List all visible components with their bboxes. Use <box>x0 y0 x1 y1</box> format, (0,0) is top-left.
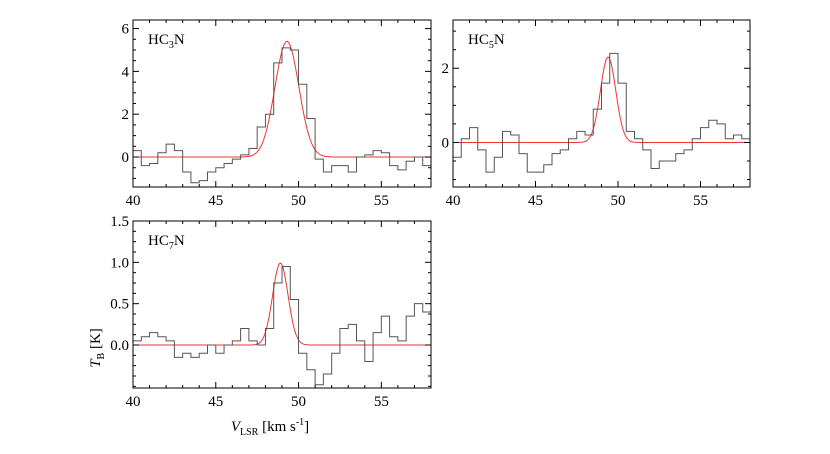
x-tick-label-hc5n: 45 <box>528 193 543 209</box>
x-tick-label-hc3n: 45 <box>208 193 223 209</box>
y-axis-title: TB [K] <box>88 328 107 368</box>
panel-label-sub: 5 <box>489 40 494 51</box>
panel-label-sub: 7 <box>169 241 174 252</box>
y-axis-title-unit: [K] <box>88 328 104 353</box>
x-tick-label-hc3n: 50 <box>291 193 306 209</box>
y-tick-label-hc5n: 0 <box>442 135 450 151</box>
x-tick-label-hc7n: 55 <box>374 394 389 410</box>
panel-hc3n: 40 45 50 55 0 2 4 6 HC3N <box>122 19 432 209</box>
panel-hc5n: 40 45 50 55 0 2 HC5N <box>442 19 751 209</box>
panel-label-pre: HC <box>148 32 169 48</box>
x-axis-title-sub: LSR <box>240 427 259 438</box>
y-tick-label-hc3n: 6 <box>122 22 130 38</box>
panel-label-sub: 3 <box>169 40 174 51</box>
x-axis-title-sup: -1 <box>296 417 304 428</box>
panel-label-hc5n: HC5N <box>468 32 505 51</box>
panel-label-post: N <box>494 32 505 48</box>
gaussian-fit-hc7n <box>133 262 431 346</box>
y-tick-label-hc3n: 0 <box>122 150 130 166</box>
y-tick-label-hc3n: 4 <box>122 64 130 80</box>
x-tick-label-hc7n: 40 <box>126 394 141 410</box>
observed-spectrum-hc3n <box>133 47 431 184</box>
x-axis-title: VLSR [km s-1] <box>231 417 309 438</box>
observed-spectrum-hc5n <box>453 52 750 173</box>
panel-label-hc7n: HC7N <box>148 233 185 252</box>
y-tick-label-hc5n: 2 <box>442 61 450 77</box>
panel-hc7n: 40 45 50 55 0.0 0.5 1.0 1.5 HC7N <box>110 214 432 410</box>
y-tick-label-hc7n: 1.0 <box>110 255 129 271</box>
x-tick-label-hc5n: 55 <box>693 193 708 209</box>
x-tick-label-hc3n: 40 <box>126 193 141 209</box>
x-tick-label-hc3n: 55 <box>374 193 389 209</box>
x-tick-label-hc5n: 50 <box>611 193 626 209</box>
panel-label-pre: HC <box>468 32 489 48</box>
panel-label-post: N <box>174 233 185 249</box>
observed-spectrum-hc7n <box>133 265 431 386</box>
y-tick-label-hc7n: 0.0 <box>110 338 129 354</box>
x-tick-label-hc7n: 50 <box>291 394 306 410</box>
x-tick-label-hc7n: 45 <box>208 394 223 410</box>
panel-label-pre: HC <box>148 233 169 249</box>
panel-label-post: N <box>174 32 185 48</box>
y-tick-label-hc7n: 1.5 <box>110 214 129 230</box>
y-axis-title-main: T <box>88 358 104 368</box>
x-axis-title-main: V <box>231 419 242 435</box>
panel-label-hc3n: HC3N <box>148 32 185 51</box>
y-axis-title-sub: B <box>96 352 107 359</box>
x-axis-title-unit: [km s <box>258 419 296 435</box>
x-tick-label-hc5n: 40 <box>446 193 461 209</box>
x-axis-title-close: ] <box>304 419 309 435</box>
y-tick-label-hc7n: 0.5 <box>110 297 129 313</box>
y-tick-label-hc3n: 2 <box>122 107 130 123</box>
